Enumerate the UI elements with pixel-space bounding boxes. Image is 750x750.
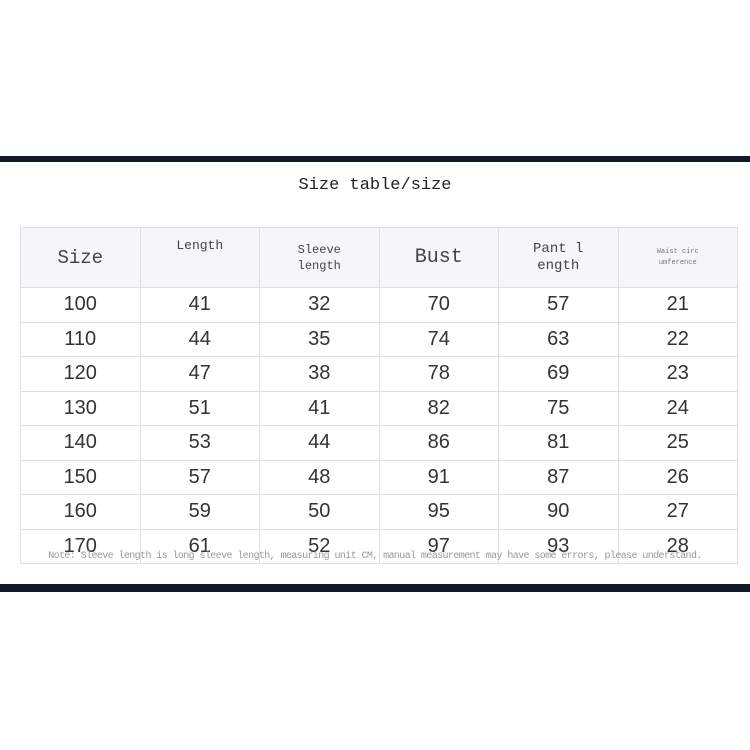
table-cell: 47 — [139, 356, 260, 392]
column-header: Size — [20, 227, 141, 288]
table-cell: 50 — [259, 494, 380, 530]
table-cell: 160 — [20, 494, 141, 530]
table-cell: 26 — [617, 459, 738, 495]
table-cell: 87 — [498, 459, 619, 495]
table-cell: 51 — [139, 390, 260, 426]
table-row: 160 59 50 95 90 27 — [20, 494, 738, 530]
table-cell: 52 — [259, 528, 380, 564]
table-cell: 38 — [259, 356, 380, 392]
note-text: Note: Sleeve length is long sleeve lengt… — [48, 551, 702, 562]
size-table: Size Length Sleeve length Bust Pant l ength W… — [20, 227, 738, 564]
table-cell: 48 — [259, 459, 380, 495]
table-cell: 61 — [139, 528, 260, 564]
table-cell: 70 — [378, 287, 499, 323]
table-cell: 170 — [20, 528, 141, 564]
table-row: 170 61 52 97 93 28 — [20, 528, 738, 564]
table-cell: 81 — [498, 425, 619, 461]
table-row: 130 51 41 82 75 24 — [20, 390, 738, 426]
table-cell: 35 — [259, 321, 380, 357]
table-cell: 57 — [498, 287, 619, 323]
table-cell: 120 — [20, 356, 141, 392]
table-cell: 86 — [378, 425, 499, 461]
table-cell: 91 — [378, 459, 499, 495]
table-cell: 25 — [617, 425, 738, 461]
column-header: Bust — [378, 227, 499, 288]
table-cell: 97 — [378, 528, 499, 564]
table-cell: 41 — [139, 287, 260, 323]
table-cell: 95 — [378, 494, 499, 530]
table-cell: 32 — [259, 287, 380, 323]
table-cell: 82 — [378, 390, 499, 426]
table-cell: 75 — [498, 390, 619, 426]
table-cell: 53 — [139, 425, 260, 461]
table-cell: 69 — [498, 356, 619, 392]
table-cell: 24 — [617, 390, 738, 426]
table-row: 140 53 44 86 81 25 — [20, 425, 738, 461]
column-header: Sleeve length — [259, 227, 380, 288]
table-cell: 140 — [20, 425, 141, 461]
table-row: 100 41 32 70 57 21 — [20, 287, 738, 323]
table-cell: 21 — [617, 287, 738, 323]
table-row: 110 44 35 74 63 22 — [20, 321, 738, 357]
table-cell: 57 — [139, 459, 260, 495]
table-cell: 28 — [617, 528, 738, 564]
table-cell: 100 — [20, 287, 141, 323]
table-cell: 59 — [139, 494, 260, 530]
table-cell: 78 — [378, 356, 499, 392]
table-cell: 63 — [498, 321, 619, 357]
table-row: 120 47 38 78 69 23 — [20, 356, 738, 392]
table-cell: 27 — [617, 494, 738, 530]
bottom-divider-bar — [0, 584, 750, 592]
table-cell: 44 — [259, 425, 380, 461]
top-divider-bar — [0, 156, 750, 162]
table-cell: 150 — [20, 459, 141, 495]
table-cell: 90 — [498, 494, 619, 530]
page-title: Size table/size — [298, 176, 452, 195]
table-cell: 74 — [378, 321, 499, 357]
table-cell: 23 — [617, 356, 738, 392]
table-cell: 44 — [139, 321, 260, 357]
column-header: Length — [139, 227, 260, 288]
table-cell: 130 — [20, 390, 141, 426]
table-cell: 41 — [259, 390, 380, 426]
column-header: Pant l ength — [498, 227, 619, 288]
table-cell: 110 — [20, 321, 141, 357]
table-cell: 22 — [617, 321, 738, 357]
table-row: 150 57 48 91 87 26 — [20, 459, 738, 495]
column-header: Waist circ umference — [617, 227, 738, 288]
